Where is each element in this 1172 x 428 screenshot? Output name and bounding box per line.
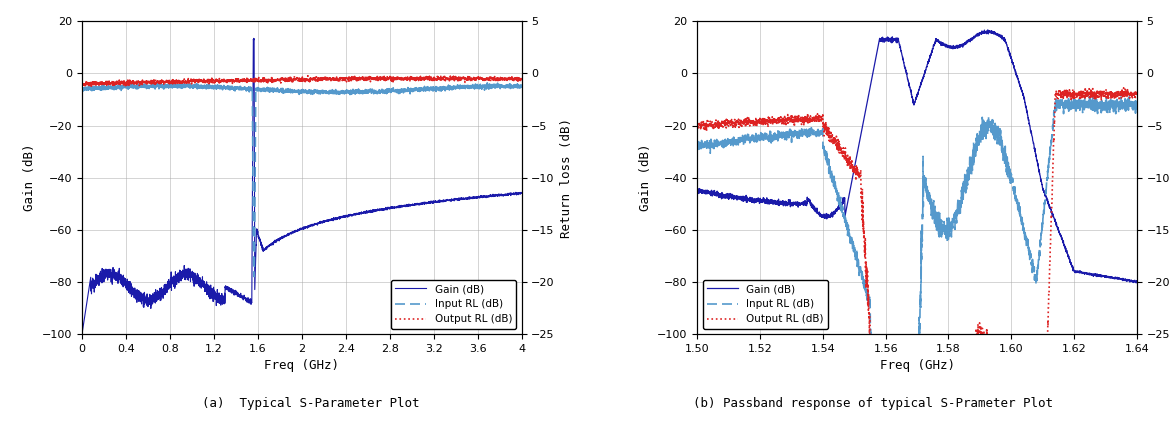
Y-axis label: Gain (dB): Gain (dB) — [23, 144, 36, 211]
Text: (b) Passband response of typical S-Prameter Plot: (b) Passband response of typical S-Prame… — [693, 397, 1054, 410]
X-axis label: Freq (GHz): Freq (GHz) — [265, 359, 339, 372]
Legend: Gain (dB), Input RL (dB), Output RL (dB): Gain (dB), Input RL (dB), Output RL (dB) — [391, 280, 517, 329]
Text: (a)  Typical S-Parameter Plot: (a) Typical S-Parameter Plot — [202, 397, 420, 410]
Y-axis label: Gain (dB): Gain (dB) — [639, 144, 652, 211]
Legend: Gain (dB), Input RL (dB), Output RL (dB): Gain (dB), Input RL (dB), Output RL (dB) — [702, 280, 827, 329]
Y-axis label: Return loss (dB): Return loss (dB) — [560, 118, 573, 238]
X-axis label: Freq (GHz): Freq (GHz) — [880, 359, 954, 372]
